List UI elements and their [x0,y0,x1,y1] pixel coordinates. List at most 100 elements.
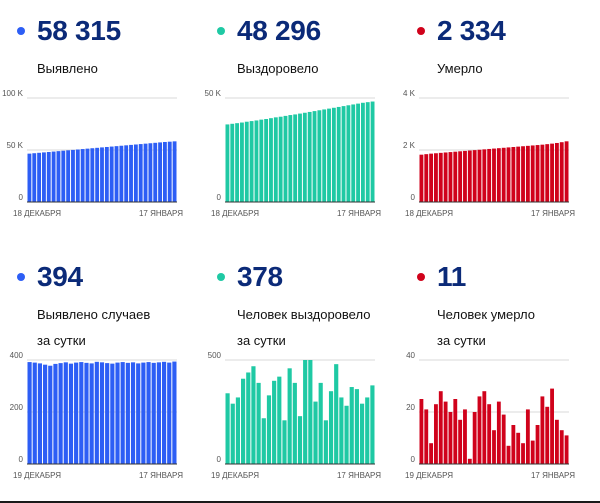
bar [424,409,429,464]
bar [550,388,554,464]
bar [554,419,559,464]
bar [434,404,438,464]
bar [80,149,85,202]
bar [94,361,99,464]
bar [298,113,302,202]
bar [158,142,162,202]
bar [323,420,328,464]
status-dot-icon [417,27,425,35]
bar [318,382,323,464]
bar [48,365,53,464]
x-start-label: 19 ДЕКАБРЯ [211,471,259,480]
bar [56,151,61,202]
bar [53,363,58,464]
y-tick-label: 50 K [7,141,24,150]
bar [136,363,141,464]
bar [419,399,424,464]
bar [254,120,259,202]
bar [37,363,43,464]
x-start-label: 18 ДЕКАБРЯ [13,209,61,218]
bar [244,121,249,202]
bar [424,154,429,202]
bar [511,147,516,202]
x-start-label: 19 ДЕКАБРЯ [13,471,61,480]
bar [506,445,511,464]
bar [130,362,136,464]
y-tick-label: 0 [217,193,222,202]
bar [487,148,492,202]
bar [438,152,443,202]
bar [477,149,482,202]
stat-label: Выздоровело [237,61,319,76]
bar [90,148,95,202]
bar [71,149,75,202]
bar [346,105,351,202]
bar [120,362,125,464]
bar [246,372,251,464]
bar [75,149,80,202]
bar [443,152,448,202]
bar [525,409,530,464]
bar [307,111,312,202]
bar [129,144,133,202]
bar [256,382,261,464]
y-tick-label: 0 [19,455,24,464]
bar [241,378,246,464]
bar [559,430,564,464]
bar [492,430,496,464]
bar [151,362,156,464]
bar [564,141,569,202]
bar [61,150,66,202]
bar [334,364,339,464]
bar [506,147,511,202]
bar [453,399,458,464]
bar [554,142,559,202]
status-dot-icon [217,273,225,281]
bar [303,360,308,464]
bar [525,145,530,202]
bar [467,458,472,464]
bar [351,104,356,202]
stat-value: 378 [237,261,283,292]
bar-chart-deaths-daily: 0 20 40 19 ДЕКАБРЯ 17 ЯНВАРЯ [405,351,575,480]
bar [535,145,540,202]
stat-panel-recovered-daily: 378 Человек выздоровело за сутки [215,256,415,501]
bar [109,146,114,202]
y-tick-label: 40 [406,351,415,360]
y-tick-label: 0 [19,193,24,202]
bar [328,391,334,464]
bar [550,143,554,202]
bar [477,396,482,464]
bar [365,102,370,202]
x-start-label: 19 ДЕКАБРЯ [405,471,453,480]
stat-panel-deaths-total: 2 334 Умерло [415,10,600,255]
bar [349,387,354,464]
stat-value: 48 296 [237,15,321,46]
bar [434,153,438,202]
status-dot-icon [17,27,25,35]
bar [463,150,467,202]
bar [58,363,63,464]
bar [344,405,349,464]
x-end-label: 17 ЯНВАРЯ [139,471,183,480]
y-tick-label: 400 [10,351,24,360]
x-end-label: 17 ЯНВАРЯ [531,209,575,218]
bar [530,440,535,464]
bar [124,145,129,202]
bar [564,435,569,464]
bar [100,147,104,202]
bar [322,109,327,202]
bar [458,151,463,202]
bar [51,151,56,202]
y-tick-label: 0 [217,455,222,464]
bar [269,118,273,202]
bar [172,141,177,202]
bar [482,391,487,464]
bar [27,362,32,464]
bar [114,146,119,202]
bar [115,362,120,464]
bar [317,110,322,202]
bar [264,119,269,202]
x-start-label: 18 ДЕКАБРЯ [405,209,453,218]
bar [359,403,365,464]
